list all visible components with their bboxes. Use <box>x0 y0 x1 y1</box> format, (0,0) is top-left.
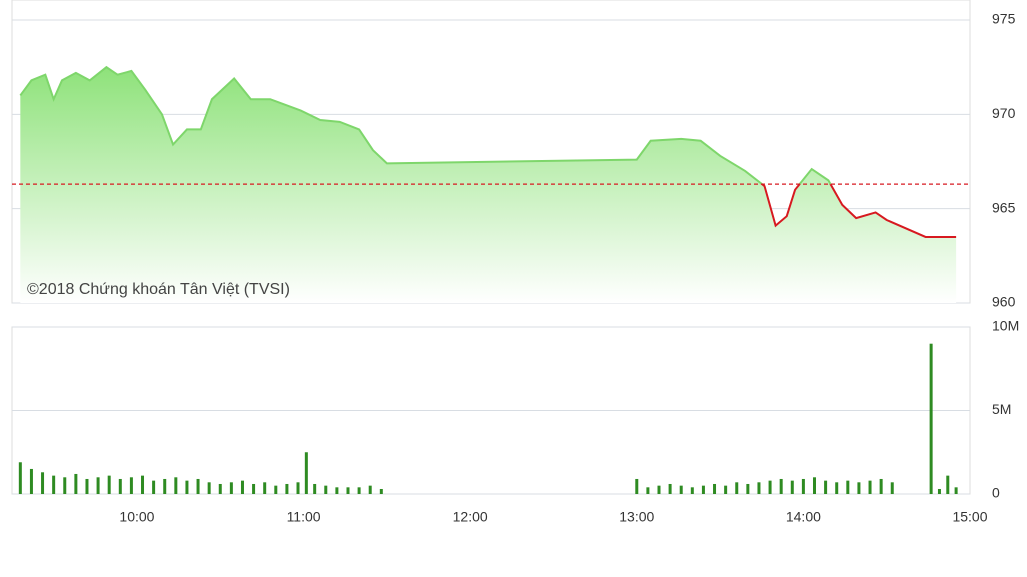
volume-bar <box>357 487 361 494</box>
volume-bar <box>713 483 717 494</box>
volume-bar <box>118 478 122 494</box>
volume-bar <box>646 487 650 494</box>
volume-bar <box>757 482 761 494</box>
volume-bar <box>324 485 328 494</box>
volume-bar <box>52 475 56 494</box>
volume-bar <box>85 478 89 494</box>
volume-bar <box>74 473 78 494</box>
volume-bar <box>185 480 189 494</box>
volume-bar <box>379 488 383 494</box>
volume-bar <box>63 477 67 494</box>
volume-bar <box>790 480 794 494</box>
volume-bar <box>946 475 950 494</box>
volume-bar <box>746 483 750 494</box>
volume-bar <box>812 477 816 494</box>
price-line-up <box>19 65 832 185</box>
volume-bar <box>18 462 22 494</box>
volume-bar <box>163 478 167 494</box>
volume-bar <box>296 482 300 494</box>
volume-bar <box>304 452 308 494</box>
y-tick-label: 0 <box>992 485 1000 501</box>
y-tick-label: 965 <box>992 199 1016 215</box>
x-tick-label: 10:00 <box>119 509 154 525</box>
volume-bar <box>954 487 958 494</box>
volume-bar <box>857 482 861 494</box>
volume-bar <box>835 482 839 494</box>
volume-bar <box>96 477 100 494</box>
volume-bar <box>779 478 783 494</box>
volume-bar <box>929 343 933 494</box>
x-tick-label: 15:00 <box>952 509 987 525</box>
y-tick-label: 975 <box>992 11 1016 27</box>
volume-bar <box>368 485 372 494</box>
volume-bar <box>274 485 278 494</box>
watermark: ©2018 Chứng khoán Tân Việt (TVSI) <box>27 281 290 298</box>
volume-bar <box>690 487 694 494</box>
volume-bar <box>152 480 156 494</box>
volume-bar <box>868 480 872 494</box>
volume-bar <box>890 482 894 494</box>
y-tick-label: 960 <box>992 294 1016 310</box>
volume-bar <box>679 485 683 494</box>
volume-bar <box>657 485 661 494</box>
volume-bar <box>735 482 739 494</box>
volume-bar <box>879 478 883 494</box>
volume-bar <box>824 480 828 494</box>
volume-bar <box>29 468 33 494</box>
volume-bar <box>107 475 111 494</box>
volume-bar <box>701 485 705 494</box>
volume-bar <box>218 483 222 494</box>
volume-bar <box>41 472 45 494</box>
volume-bar <box>129 477 133 494</box>
volume-bar <box>801 478 805 494</box>
volume-bar <box>313 483 317 494</box>
volume-bar <box>285 483 289 494</box>
volume-bar <box>346 487 350 494</box>
price-area <box>20 67 957 304</box>
volume-bar <box>846 480 850 494</box>
volume-bar <box>141 475 145 494</box>
y-tick-label: 5M <box>992 401 1011 417</box>
volume-bar <box>174 477 178 494</box>
volume-bar <box>252 483 256 494</box>
y-tick-label: 970 <box>992 105 1016 121</box>
volume-bar <box>229 482 233 494</box>
volume-bar <box>768 480 772 494</box>
volume-bar <box>240 480 244 494</box>
volume-bar <box>668 483 672 494</box>
volume-bar <box>207 482 211 494</box>
volume-bar <box>635 478 639 494</box>
volume-bar <box>335 487 339 494</box>
volume-bar <box>724 485 728 494</box>
x-tick-label: 11:00 <box>287 509 321 525</box>
volume-bar <box>937 488 941 494</box>
x-tick-label: 12:00 <box>453 509 488 525</box>
y-tick-label: 10M <box>992 318 1019 334</box>
x-tick-label: 13:00 <box>619 509 654 525</box>
volume-bar <box>263 482 267 494</box>
volume-bar <box>196 478 200 494</box>
x-tick-label: 14:00 <box>786 509 821 525</box>
